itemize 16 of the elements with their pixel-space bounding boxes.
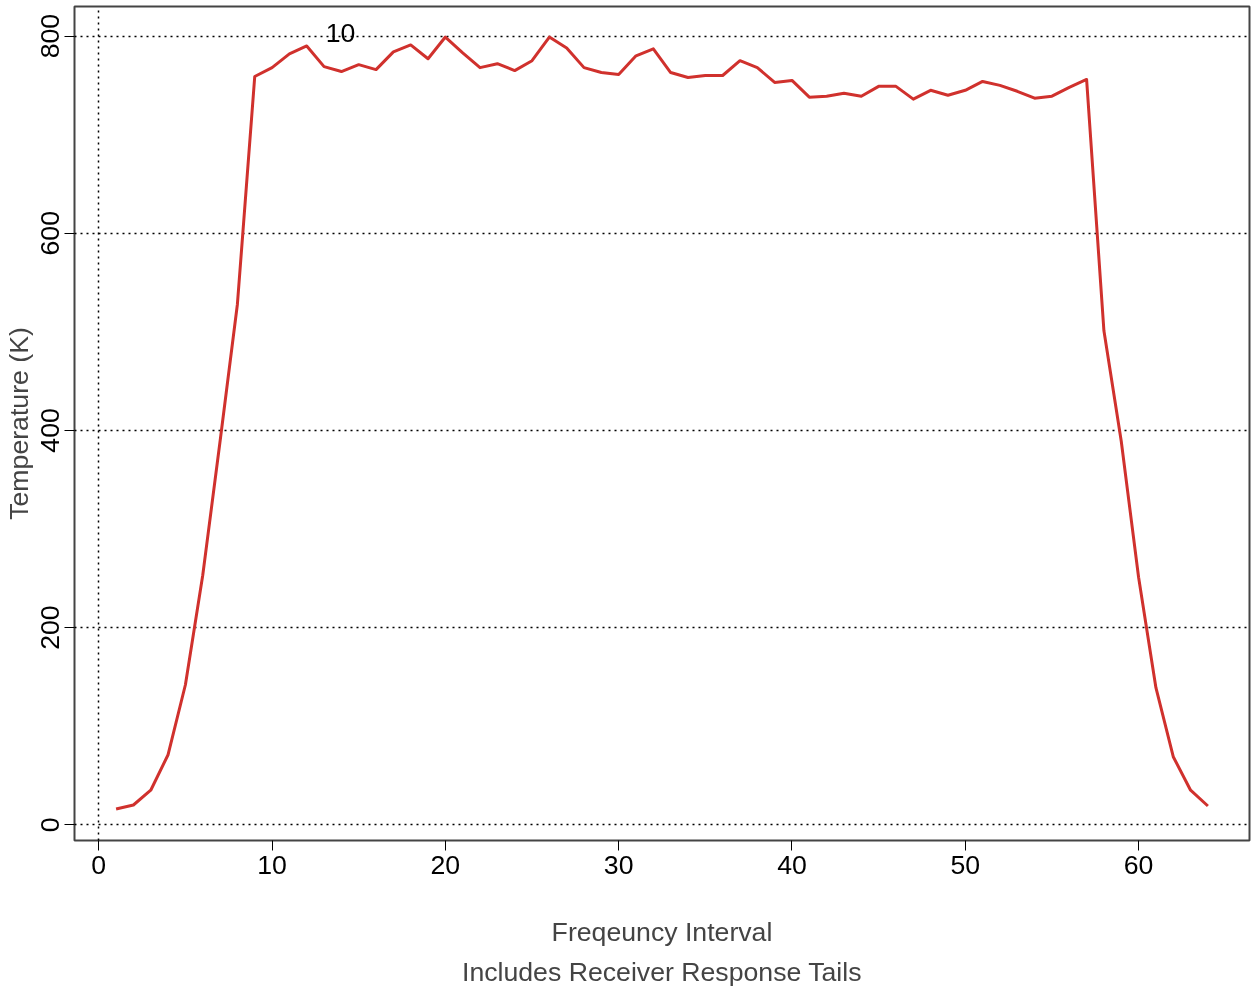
y-axis-title: Temperature (K) (3, 327, 34, 520)
x-tick-label: 60 (1123, 849, 1154, 880)
y-tick-label: 800 (35, 13, 66, 59)
x-tick-label: 10 (257, 849, 287, 880)
annotation: 10 (325, 17, 356, 48)
y-tick-label: 600 (35, 210, 66, 256)
x-tick-label: 50 (950, 849, 981, 880)
x-tick-label: 20 (430, 849, 461, 880)
y-tick-label: 200 (35, 605, 66, 650)
text: Includes Receiver Response Tails (461, 956, 862, 987)
x-tick-label: 40 (777, 849, 807, 880)
x-axis-title: Freqeuncy Interval (551, 916, 773, 947)
x-tick-label: 30 (603, 849, 634, 880)
y-tick-label: 0 (35, 817, 66, 833)
x-tick-label: 0 (91, 849, 107, 880)
y-tick-label: 400 (35, 408, 66, 453)
